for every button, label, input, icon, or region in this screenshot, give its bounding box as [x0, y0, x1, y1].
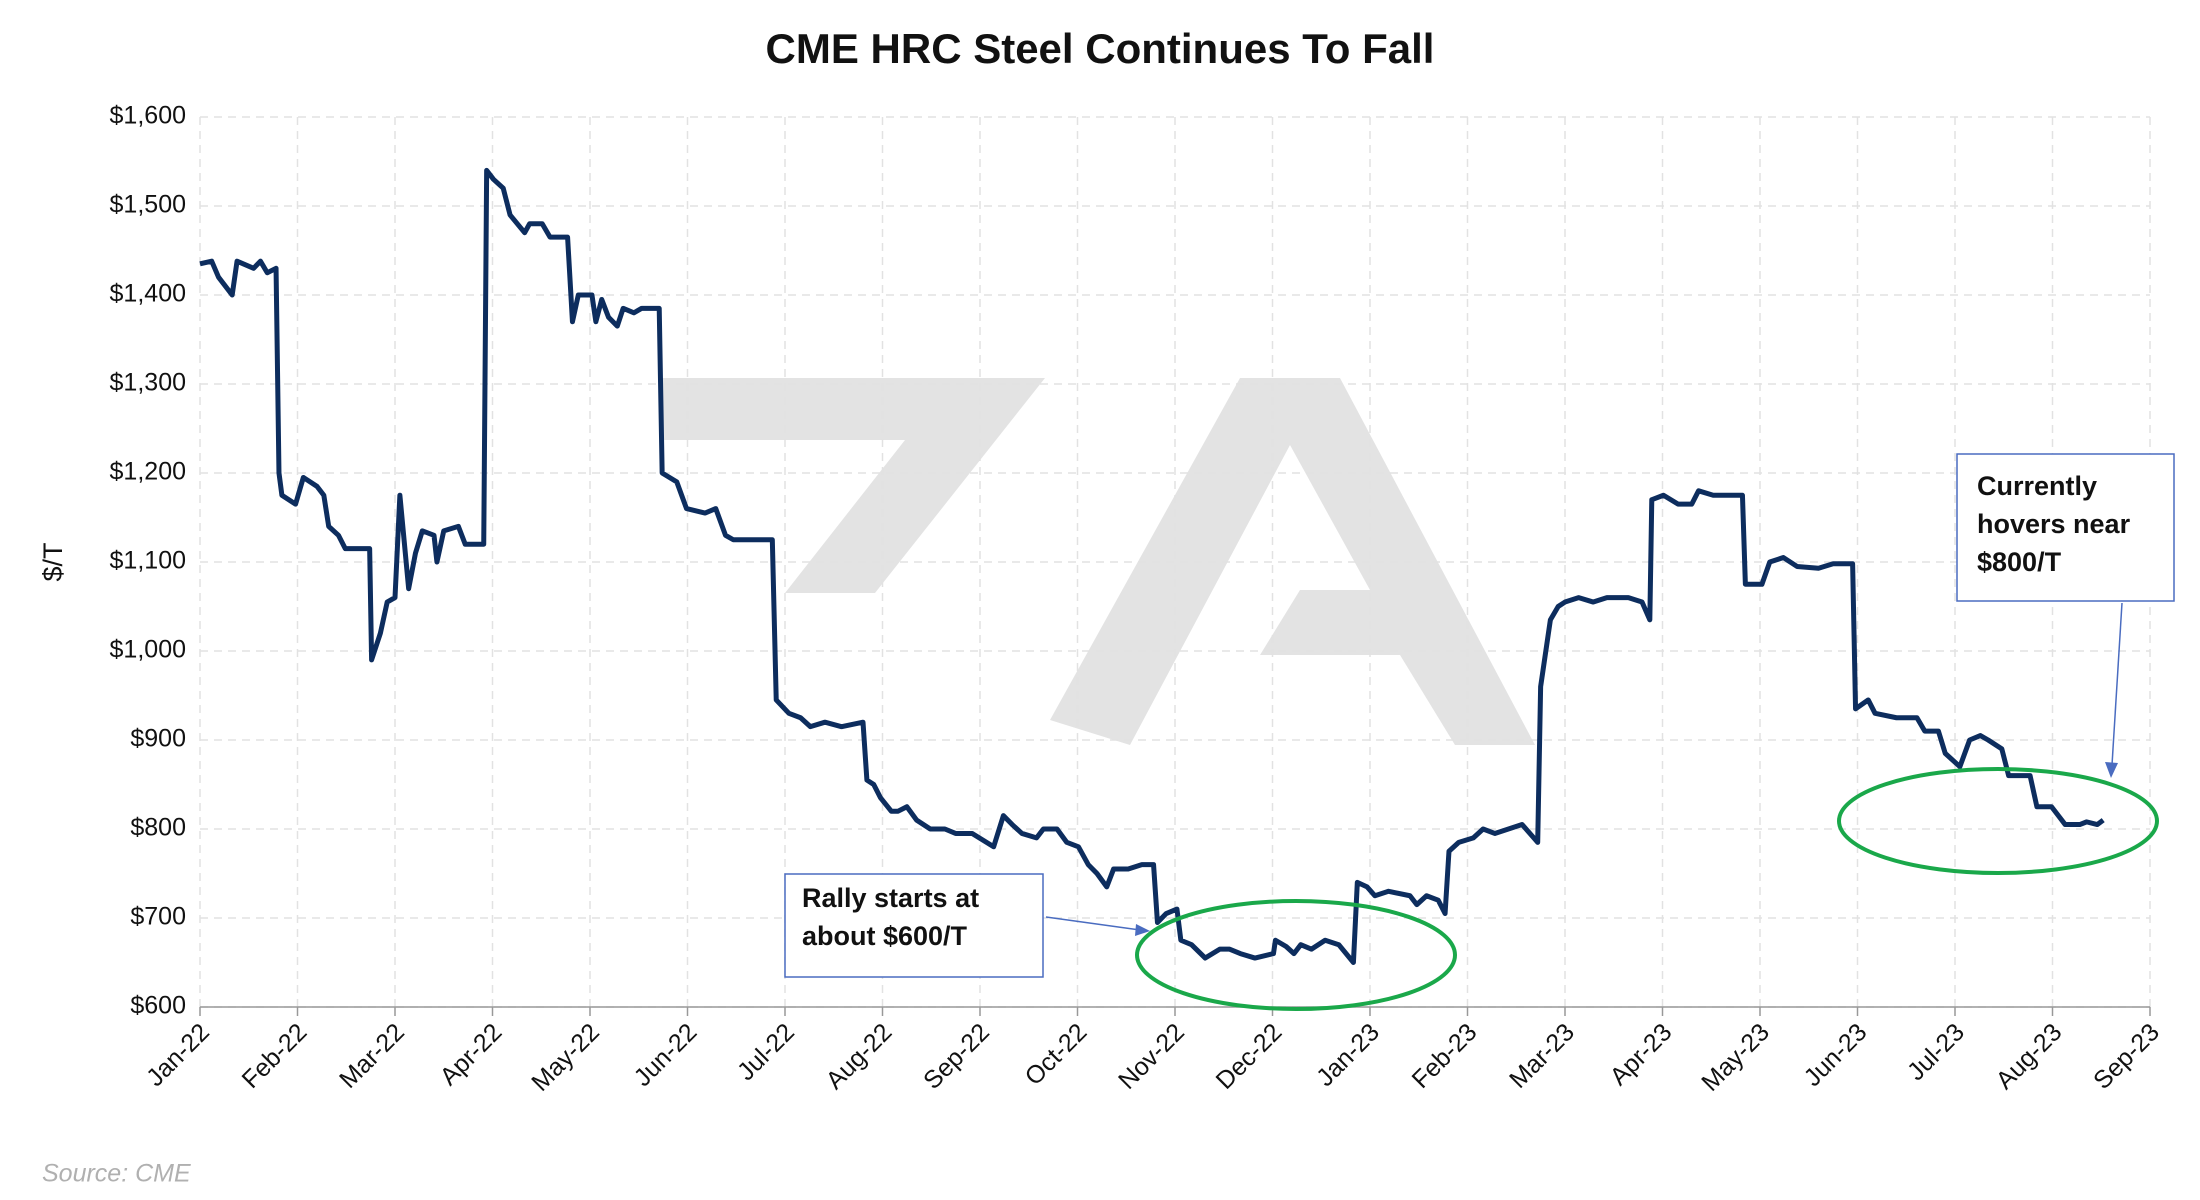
annotation-line: about $600/T: [802, 921, 968, 951]
watermark-shape: [660, 378, 1045, 593]
x-tick-label: Aug-22: [821, 1018, 898, 1095]
annotations: Rally starts at about $600/T Currently hove…: [784, 453, 2175, 1011]
source: Source: CME: [42, 1160, 191, 1188]
x-tick-label: Sep-23: [2088, 1018, 2165, 1095]
x-tick-label: May-22: [526, 1018, 605, 1097]
x-tick-label: Dec-22: [1211, 1018, 1288, 1095]
x-tick-label: Jan-22: [141, 1018, 215, 1092]
plot: [199, 167, 2105, 965]
x-tick-label: Jul-23: [1902, 1018, 1970, 1086]
annotation-line: $800/T: [1977, 547, 2062, 577]
x-tick-label: Jul-22: [732, 1018, 800, 1086]
y-tick-label: $700: [130, 903, 186, 931]
highlight-ellipse: [1135, 899, 1457, 1011]
x-tick-label: Sep-22: [918, 1018, 995, 1095]
x-tick-label: Nov-22: [1113, 1018, 1190, 1095]
x-tick-label: Feb-22: [237, 1018, 313, 1094]
x-tick-label: Mar-23: [1504, 1018, 1580, 1094]
x-tick-label: Feb-23: [1407, 1018, 1483, 1094]
watermark-shape: [1050, 378, 1535, 745]
x-tick-label: Jun-23: [1799, 1018, 1873, 1092]
x-tick-label: Aug-23: [1991, 1018, 2068, 1095]
series-line: [199, 167, 2105, 965]
annotation-box: [1956, 453, 2175, 602]
y-tick-label: $1,200: [110, 458, 186, 486]
y-tick-label: $1,400: [110, 280, 186, 308]
annotation-arrow: [2111, 602, 2123, 766]
y-tick-label: $900: [130, 725, 186, 753]
x-tick-label: Apr-22: [435, 1018, 508, 1091]
annotation-line: Currently: [1977, 471, 2097, 501]
y-tick-label: $1,300: [110, 369, 186, 397]
annotation-line: Rally starts at: [802, 883, 979, 913]
arrow-head: [1135, 924, 1150, 936]
y-tick-label: $1,000: [110, 636, 186, 664]
y-tick-label: $600: [130, 992, 186, 1020]
y-axis-label: $/T: [38, 542, 68, 581]
x-tick-label: May-23: [1696, 1018, 1775, 1097]
x-tick-label: Jan-23: [1311, 1018, 1385, 1092]
x-tick-label: Apr-23: [1605, 1018, 1678, 1091]
x-tick-label: Oct-22: [1020, 1018, 1093, 1091]
x-tick-label: Mar-22: [334, 1018, 410, 1094]
chart-title: CME HRC Steel Continues To Fall: [766, 25, 1435, 72]
y-tick-label: $1,600: [110, 102, 186, 130]
watermark: [660, 378, 1535, 745]
grid: [199, 116, 2151, 1008]
annotation-line: hovers near: [1977, 509, 2131, 539]
arrow-head: [2105, 762, 2118, 778]
x-tick-label: Jun-22: [629, 1018, 703, 1092]
annotation-text: Rally starts at about $600/T Currently hove…: [802, 471, 2131, 951]
y-tick-label: $1,500: [110, 191, 186, 219]
annotation-box: [784, 873, 1044, 978]
y-tick-label: $800: [130, 814, 186, 842]
highlight-ellipse: [1837, 767, 2159, 875]
y-tick-label: $1,100: [110, 547, 186, 575]
annotation-arrow: [1045, 916, 1141, 931]
